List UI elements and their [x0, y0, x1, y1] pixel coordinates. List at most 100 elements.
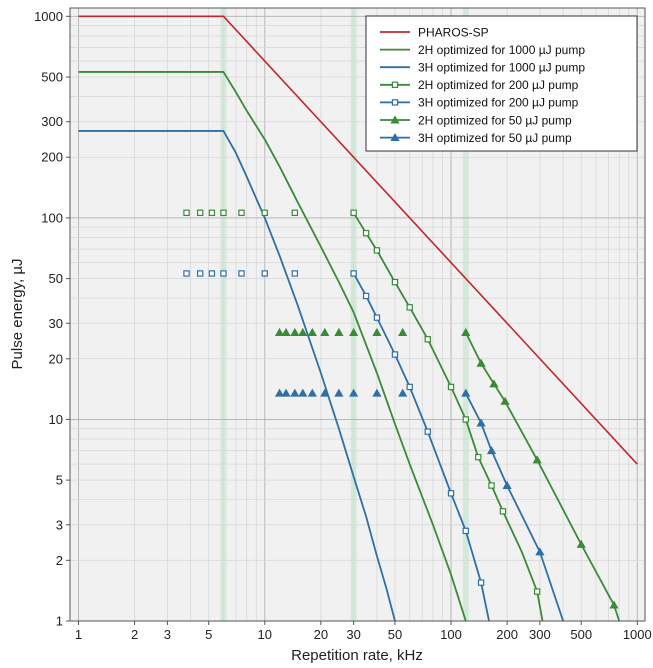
y-axis-label: Pulse energy, µJ — [9, 259, 26, 370]
data-point-4 — [447, 490, 455, 497]
data-point-3 — [238, 209, 245, 216]
series-line-4 — [352, 273, 490, 621]
x-tick-label: 5 — [205, 627, 212, 642]
data-point-5 — [532, 455, 542, 464]
data-point-5 — [609, 600, 619, 609]
y-tick-label: 30 — [49, 316, 63, 331]
data-point-5 — [320, 327, 330, 336]
legend-marker-6 — [390, 133, 400, 142]
highlight-band-2 — [462, 8, 469, 621]
data-point-4 — [183, 270, 190, 277]
legend-entry-6: 3H optimized for 50 µJ pump — [418, 131, 572, 145]
data-point-3 — [447, 383, 455, 391]
data-point-5 — [274, 327, 285, 336]
data-point-3 — [499, 508, 507, 515]
data-point-4 — [238, 270, 245, 277]
series-line-2 — [78, 130, 396, 621]
y-tick-label: 200 — [41, 150, 63, 165]
legend-entry-5: 2H optimized for 50 µJ pump — [418, 113, 572, 127]
data-point-5 — [500, 396, 510, 405]
data-point-4 — [350, 270, 357, 277]
series-markers — [183, 209, 619, 609]
x-axis-ticks: 1 2 3 5 10 20 30 50 100 200 300 500 1000 — [75, 621, 652, 642]
data-point-4 — [196, 270, 204, 277]
series-line-0 — [78, 15, 638, 465]
data-point-3 — [196, 209, 204, 216]
data-point-3 — [406, 304, 413, 311]
y-tick-label: 1000 — [34, 9, 63, 24]
data-point-6 — [476, 418, 486, 427]
data-point-4 — [424, 428, 431, 435]
x-tick-label: 100 — [440, 627, 462, 642]
data-point-6 — [461, 388, 471, 397]
data-point-3 — [475, 453, 482, 461]
data-point-6 — [349, 388, 359, 397]
series-line-3 — [352, 212, 544, 621]
y-tick-label: 5 — [56, 473, 63, 488]
data-point-6 — [290, 388, 300, 397]
data-point-4 — [362, 292, 370, 300]
data-point-3 — [533, 588, 541, 595]
data-point-6 — [307, 388, 317, 397]
plot-frame — [69, 7, 646, 622]
legend-entry-2: 3H optimized for 1000 µJ pump — [418, 61, 585, 75]
data-point-3 — [291, 209, 299, 216]
legend-entry-3: 2H optimized for 200 µJ pump — [418, 78, 579, 92]
y-tick-label: 10 — [49, 412, 63, 427]
y-tick-label: 2 — [56, 553, 63, 568]
data-point-3 — [220, 209, 227, 216]
data-point-3 — [488, 482, 495, 489]
y-tick-label: 20 — [49, 351, 63, 366]
x-tick-label: 200 — [496, 627, 518, 642]
x-tick-label: 20 — [314, 627, 328, 642]
data-point-5 — [398, 327, 408, 336]
data-point-6 — [334, 388, 344, 397]
data-point-3 — [391, 278, 399, 286]
data-point-5 — [349, 327, 359, 336]
series-lines — [78, 15, 638, 621]
data-point-6 — [274, 388, 285, 397]
data-point-4 — [261, 270, 268, 277]
legend: PHAROS-SP 2H optimized for 1000 µJ pump 3H… — [365, 15, 638, 152]
data-point-4 — [477, 579, 485, 586]
data-point-3 — [208, 209, 216, 216]
y-tick-label: 3 — [56, 517, 63, 532]
legend-marker-4 — [391, 99, 399, 106]
y-tick-label: 1 — [56, 614, 63, 629]
data-point-5 — [489, 379, 499, 388]
data-point-4 — [406, 383, 413, 391]
data-point-4 — [291, 270, 299, 277]
y-axis-ticks: 1 2 3 5 10 20 30 50 100 200 300 500 1000 — [34, 9, 70, 629]
series-line-6 — [464, 392, 565, 621]
data-point-5 — [476, 358, 486, 367]
x-tick-label: 30 — [346, 627, 360, 642]
data-point-5 — [298, 327, 308, 336]
x-tick-label: 300 — [529, 627, 551, 642]
data-point-4 — [391, 351, 399, 358]
data-point-6 — [398, 388, 408, 397]
data-point-3 — [373, 247, 381, 254]
data-point-6 — [320, 388, 330, 397]
data-point-3 — [362, 229, 370, 237]
data-point-4 — [208, 270, 216, 277]
data-point-5 — [372, 327, 382, 336]
data-point-5 — [334, 327, 344, 336]
data-point-3 — [350, 209, 357, 216]
data-point-4 — [220, 270, 227, 277]
data-point-6 — [298, 388, 308, 397]
y-tick-label: 50 — [49, 271, 63, 286]
data-point-3 — [183, 209, 190, 216]
y-tick-label: 500 — [41, 70, 63, 85]
x-tick-label: 2 — [131, 627, 138, 642]
data-point-6 — [486, 446, 497, 455]
y-tick-label: 300 — [41, 114, 63, 129]
data-point-5 — [290, 327, 300, 336]
x-tick-label: 1000 — [623, 627, 652, 642]
data-point-6 — [372, 388, 382, 397]
legend-entry-0: PHAROS-SP — [418, 25, 489, 39]
data-point-4 — [462, 527, 469, 535]
data-point-4 — [373, 314, 381, 321]
legend-entry-1: 2H optimized for 1000 µJ pump — [418, 43, 585, 57]
data-point-3 — [424, 336, 431, 343]
